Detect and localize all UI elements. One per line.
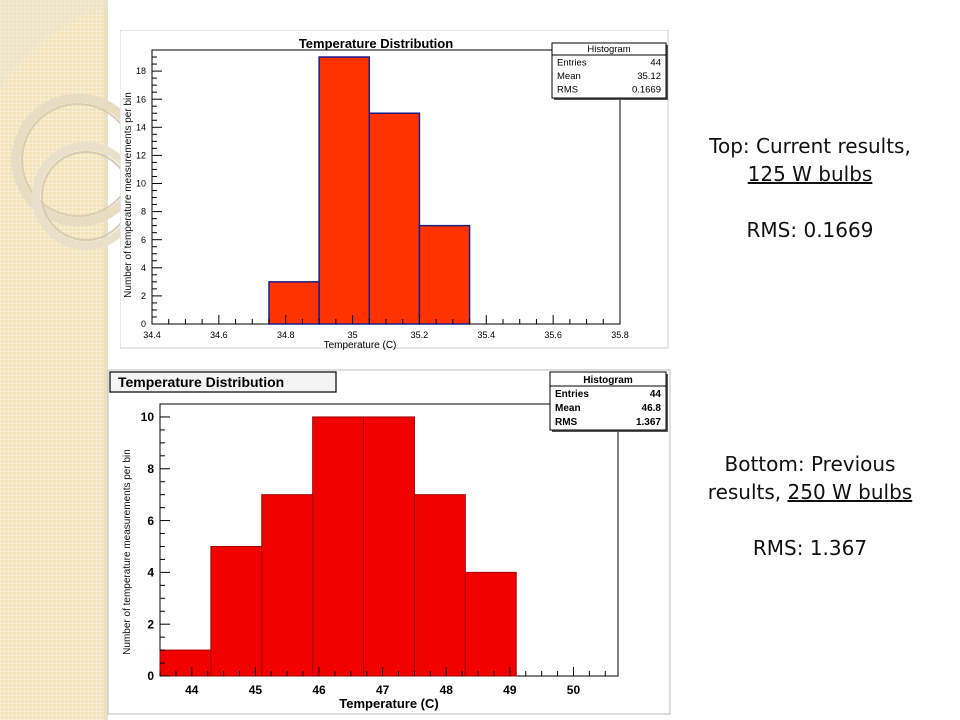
caption-bottom-line2: results, 250 W bulbs xyxy=(680,478,940,506)
stats-value: 35.12 xyxy=(637,71,661,82)
histogram-bin-7 xyxy=(464,571,517,677)
y-tick-label: 0 xyxy=(147,669,154,683)
decorative-stripe-edge xyxy=(104,0,108,720)
stats-value: 44 xyxy=(650,58,661,69)
stats-key: RMS xyxy=(557,85,578,96)
stats-value: 0.1669 xyxy=(632,85,661,96)
stats-value: 1.367 xyxy=(636,417,661,428)
x-axis-label: Temperature (C) xyxy=(324,340,397,351)
x-axis-label: Temperature (C) xyxy=(339,696,438,711)
chart-title: Temperature Distribution xyxy=(118,374,284,390)
x-tick-label: 35 xyxy=(348,330,358,340)
y-tick-label: 2 xyxy=(147,617,154,631)
chart-title: Temperature Distribution xyxy=(299,36,453,51)
stats-key: RMS xyxy=(555,417,578,428)
histogram-bin-2 xyxy=(210,545,263,677)
histogram-bin-3 xyxy=(368,112,421,325)
x-tick-label: 35.8 xyxy=(611,330,629,340)
y-tick-label: 14 xyxy=(136,122,146,132)
y-tick-label: 18 xyxy=(136,66,146,76)
caption-bottom-line1: Bottom: Previous xyxy=(724,452,896,476)
caption-top-line2: 125 W bulbs xyxy=(747,162,873,186)
x-tick-label: 44 xyxy=(185,683,199,697)
y-tick-label: 6 xyxy=(147,514,154,528)
histogram-bin-1 xyxy=(268,281,320,325)
histogram-bin-4 xyxy=(418,224,471,325)
chart-title-box: Temperature Distribution xyxy=(299,36,453,51)
x-tick-label: 35.4 xyxy=(478,330,496,340)
chart-title-box: Temperature Distribution xyxy=(109,371,337,393)
x-tick-label: 35.6 xyxy=(544,330,562,340)
x-tick-label: 46 xyxy=(312,683,326,697)
caption-bottom-line2a: results, xyxy=(707,480,788,504)
x-tick-label: 35.2 xyxy=(411,330,429,340)
stats-key: Mean xyxy=(555,403,581,414)
y-tick-label: 4 xyxy=(141,263,146,273)
y-tick-label: 8 xyxy=(147,462,154,476)
histogram-bin-3 xyxy=(261,494,314,677)
y-tick-label: 0 xyxy=(141,319,146,329)
x-tick-label: 48 xyxy=(440,683,454,697)
y-tick-label: 10 xyxy=(136,179,146,189)
caption-bottom-line2b: 250 W bulbs xyxy=(787,480,913,504)
x-tick-label: 47 xyxy=(376,683,390,697)
stats-value: 44 xyxy=(650,389,662,400)
stats-key: Entries xyxy=(557,58,587,69)
y-tick-label: 10 xyxy=(141,410,155,424)
stats-title: Histogram xyxy=(587,44,630,55)
caption-bottom: Bottom: Previous results, 250 W bulbs RM… xyxy=(680,450,940,562)
decorative-side-stripe xyxy=(0,0,104,720)
histogram-bin-6 xyxy=(413,494,466,677)
caption-top-rms: RMS: 0.1669 xyxy=(746,218,874,242)
histogram-svg: Temperature Distribution 34.4 34.6 34.8 35 35… xyxy=(120,30,669,351)
x-tick-label: 34.6 xyxy=(210,330,228,340)
caption-top-line1: Top: Current results, xyxy=(709,134,911,158)
histogram-bin-4 xyxy=(312,416,365,677)
stats-key: Entries xyxy=(555,389,589,400)
x-tick-label: 34.8 xyxy=(277,330,295,340)
y-axis-label: Number of temperature measurements per b… xyxy=(122,449,133,655)
histogram-bin-1 xyxy=(159,649,212,677)
top-histogram: Temperature Distribution 34.4 34.6 34.8 35 35… xyxy=(120,30,680,360)
y-tick-label: 4 xyxy=(147,566,154,580)
y-tick-label: 16 xyxy=(136,94,146,104)
y-tick-label: 8 xyxy=(141,207,146,217)
stats-key: Mean xyxy=(557,71,581,82)
x-tick-label: 34.4 xyxy=(143,330,161,340)
stats-title: Histogram xyxy=(583,375,633,386)
x-tick-label: 49 xyxy=(503,683,517,697)
decorative-rings xyxy=(0,0,120,250)
caption-top: Top: Current results, 125 W bulbs RMS: 0… xyxy=(680,132,940,244)
y-tick-label: 6 xyxy=(141,235,146,245)
y-axis-label: Number of temperature measurements per b… xyxy=(123,92,134,298)
x-tick-label: 50 xyxy=(567,683,581,697)
stats-value: 46.8 xyxy=(642,403,662,414)
y-tick-label: 2 xyxy=(141,291,146,301)
bottom-histogram: Temperature Distribution 44 45 46 47 48 49 50 0 2… xyxy=(106,368,674,716)
y-tick-label: 12 xyxy=(136,151,146,161)
caption-bottom-rms: RMS: 1.367 xyxy=(752,536,868,560)
histogram-bin-2 xyxy=(318,56,371,325)
histogram-bin-5 xyxy=(363,416,415,677)
stats-box: Histogram Entries 44 Mean 46.8 RMS 1.367 xyxy=(549,371,668,432)
x-tick-label: 45 xyxy=(249,683,263,697)
